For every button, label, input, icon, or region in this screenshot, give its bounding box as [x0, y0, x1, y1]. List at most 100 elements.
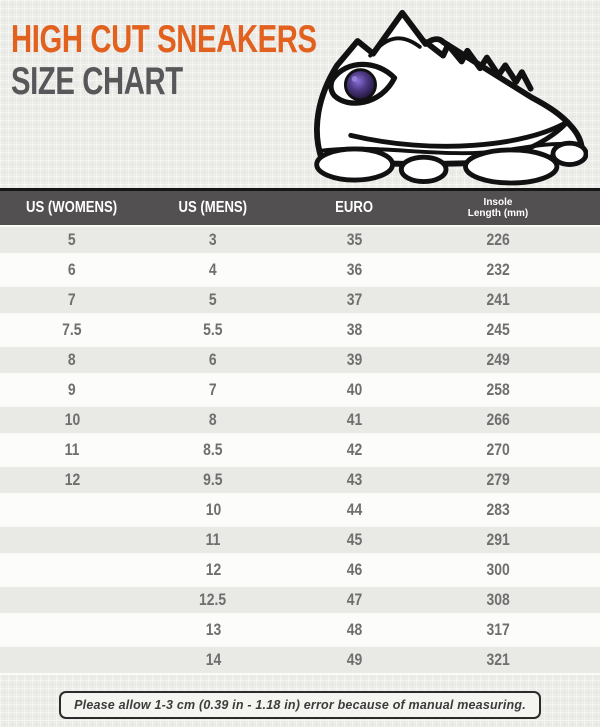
cell-us-mens: 3: [144, 225, 282, 255]
cell-us-womens: [0, 585, 144, 615]
cell-insole-length: 308: [426, 585, 570, 615]
cell-insole-length: 241: [426, 285, 570, 315]
cell-us-mens: 5: [144, 285, 282, 315]
cell-us-womens: 9: [0, 375, 144, 405]
cell-spacer: [570, 405, 600, 435]
cell-insole-length: 300: [426, 555, 570, 585]
cell-us-womens: 6: [0, 255, 144, 285]
size-table-row: 9 7 40 258: [0, 375, 600, 405]
cell-us-mens: 9.5: [144, 465, 282, 495]
sneaker-illustration-icon: [314, 9, 588, 186]
cell-insole-length: 226: [426, 225, 570, 255]
size-table-row: 7 5 37 241: [0, 285, 600, 315]
size-table-row: 12.5 47 308: [0, 585, 600, 615]
cell-us-womens: 8: [0, 345, 144, 375]
title-block: HIGH CUT SNEAKERS SIZE CHART: [11, 20, 419, 101]
size-table-row: 5 3 35 226: [0, 225, 600, 255]
cell-us-mens: 8: [144, 405, 282, 435]
cell-euro: 36: [282, 255, 426, 285]
cell-spacer: [570, 435, 600, 465]
size-table-body: 5 3 35 226 6 4 36 232 7 5 37: [0, 225, 600, 675]
col-header-spacer: [570, 188, 600, 225]
cell-insole-length: 249: [426, 345, 570, 375]
size-table-row: 6 4 36 232: [0, 255, 600, 285]
col-header-insole-length: Insole Length (mm): [426, 188, 570, 225]
cell-insole-length: 317: [426, 615, 570, 645]
cell-spacer: [570, 465, 600, 495]
cell-euro: 44: [282, 495, 426, 525]
size-table-row: 13 48 317: [0, 615, 600, 645]
cell-insole-length: 245: [426, 315, 570, 345]
cell-us-mens: 8.5: [144, 435, 282, 465]
cell-us-mens: 6: [144, 345, 282, 375]
cell-spacer: [570, 285, 600, 315]
cell-us-mens: 14: [144, 645, 282, 675]
cell-spacer: [570, 555, 600, 585]
cell-us-womens: [0, 555, 144, 585]
cell-spacer: [570, 375, 600, 405]
cell-spacer: [570, 255, 600, 285]
cell-spacer: [570, 525, 600, 555]
cell-spacer: [570, 345, 600, 375]
cell-euro: 46: [282, 555, 426, 585]
size-table-row: 14 49 321: [0, 645, 600, 675]
size-table: US (WOMENS) US (MENS) EURO Insole Length…: [0, 188, 600, 675]
cell-us-mens: 12: [144, 555, 282, 585]
cell-us-womens: [0, 645, 144, 675]
cell-us-womens: [0, 615, 144, 645]
cell-spacer: [570, 225, 600, 255]
cell-insole-length: 283: [426, 495, 570, 525]
cell-us-womens: [0, 495, 144, 525]
hologram-logo-icon: [343, 68, 377, 102]
cell-euro: 43: [282, 465, 426, 495]
cell-us-womens: 10: [0, 405, 144, 435]
cell-euro: 49: [282, 645, 426, 675]
footer-section: Please allow 1-3 cm (0.39 in - 1.18 in) …: [0, 691, 600, 719]
cell-us-mens: 5.5: [144, 315, 282, 345]
cell-insole-length: 258: [426, 375, 570, 405]
cell-euro: 37: [282, 285, 426, 315]
size-table-header: US (WOMENS) US (MENS) EURO Insole Length…: [0, 188, 600, 225]
col-header-euro: EURO: [282, 188, 426, 225]
cell-insole-length: 266: [426, 405, 570, 435]
cell-spacer: [570, 615, 600, 645]
cell-spacer: [570, 495, 600, 525]
cell-us-mens: 4: [144, 255, 282, 285]
size-table-row: 7.5 5.5 38 245: [0, 315, 600, 345]
cell-insole-length: 232: [426, 255, 570, 285]
size-table-row: 12 46 300: [0, 555, 600, 585]
cell-us-womens: 5: [0, 225, 144, 255]
cell-us-mens: 7: [144, 375, 282, 405]
cell-us-womens: 12: [0, 465, 144, 495]
cell-euro: 35: [282, 225, 426, 255]
page-subtitle: SIZE CHART: [11, 60, 183, 103]
cell-euro: 42: [282, 435, 426, 465]
cell-euro: 39: [282, 345, 426, 375]
cell-us-womens: [0, 525, 144, 555]
cell-euro: 48: [282, 615, 426, 645]
cell-spacer: [570, 585, 600, 615]
cell-us-mens: 12.5: [144, 585, 282, 615]
page-title: HIGH CUT SNEAKERS: [11, 18, 317, 61]
cell-us-mens: 10: [144, 495, 282, 525]
cell-insole-length: 291: [426, 525, 570, 555]
cell-euro: 47: [282, 585, 426, 615]
cell-us-womens: 7: [0, 285, 144, 315]
cell-euro: 40: [282, 375, 426, 405]
size-table-row: 10 44 283: [0, 495, 600, 525]
size-table-row: 11 45 291: [0, 525, 600, 555]
cell-spacer: [570, 315, 600, 345]
cell-insole-length: 279: [426, 465, 570, 495]
cell-euro: 41: [282, 405, 426, 435]
size-table-row: 8 6 39 249: [0, 345, 600, 375]
cell-us-mens: 13: [144, 615, 282, 645]
col-header-us-mens: US (MENS): [144, 188, 282, 225]
cell-us-womens: 11: [0, 435, 144, 465]
cell-euro: 38: [282, 315, 426, 345]
size-table-row: 12 9.5 43 279: [0, 465, 600, 495]
header-section: HIGH CUT SNEAKERS SIZE CHART: [0, 0, 600, 188]
size-table-row: 11 8.5 42 270: [0, 435, 600, 465]
cell-spacer: [570, 645, 600, 675]
col-header-us-womens: US (WOMENS): [0, 188, 144, 225]
